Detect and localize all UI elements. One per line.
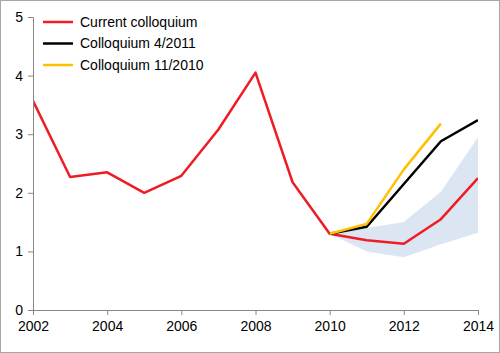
y-tick: 3 — [15, 126, 33, 142]
y-tick: 1 — [15, 243, 33, 259]
x-tick-label: 2010 — [315, 318, 346, 334]
x-tick-mark — [256, 310, 257, 315]
x-tick: 2004 — [92, 310, 123, 334]
legend-label: Current colloquium — [80, 14, 198, 30]
x-tick-label: 2002 — [18, 318, 49, 334]
legend-swatch — [43, 21, 73, 24]
x-tick-label: 2004 — [92, 318, 123, 334]
y-tick-mark — [28, 17, 33, 18]
legend-swatch — [43, 64, 73, 67]
x-tick-label: 2006 — [166, 318, 197, 334]
legend-label: Colloquium 11/2010 — [80, 57, 204, 73]
x-tick: 2008 — [240, 310, 271, 334]
y-tick-label: 4 — [15, 68, 23, 84]
frame — [1, 1, 500, 353]
x-tick-mark — [330, 310, 331, 315]
y-tick-label: 5 — [15, 9, 23, 25]
x-axis-line — [34, 311, 479, 316]
y-tick-mark — [28, 76, 33, 77]
x-tick-label: 2014 — [463, 318, 494, 334]
legend-item: Colloquium 11/2010 — [43, 57, 204, 73]
legend-swatch — [43, 42, 73, 45]
range-band — [330, 137, 478, 257]
y-axis: 0 1 2 3 4 5 — [15, 9, 33, 318]
y-axis-line — [28, 18, 34, 311]
x-tick: 2012 — [389, 310, 420, 334]
y-tick-mark — [28, 134, 33, 135]
x-tick-mark — [404, 310, 405, 315]
y-tick: 2 — [15, 185, 33, 201]
y-tick-mark — [28, 310, 33, 311]
x-tick-label: 2008 — [240, 318, 271, 334]
legend-label: Colloquium 4/2011 — [80, 35, 196, 51]
y-tick: 4 — [15, 68, 33, 84]
legend-item: Current colloquium — [43, 14, 198, 30]
x-tick: 2010 — [315, 310, 346, 334]
x-tick-mark — [478, 310, 479, 315]
x-tick: 2006 — [166, 310, 197, 334]
y-tick-label: 2 — [15, 185, 23, 201]
y-tick-label: 3 — [15, 126, 23, 142]
y-tick-mark — [28, 251, 33, 252]
x-axis: 2002 2004 2006 2008 2010 2012 2014 — [18, 310, 494, 334]
series-line — [330, 124, 441, 234]
x-tick: 2014 — [463, 310, 494, 334]
legend: Current colloquium Colloquium 4/2011 Collo… — [43, 14, 204, 73]
x-tick-mark — [181, 310, 182, 315]
y-tick-label: 0 — [15, 302, 23, 318]
legend-item: Colloquium 4/2011 — [43, 35, 196, 51]
chart: 2002 2004 2006 2008 2010 2012 2014 0 1 2 3 4 5 Curren… — [0, 0, 500, 353]
y-tick: 0 — [15, 302, 33, 318]
x-tick-label: 2012 — [389, 318, 420, 334]
x-tick-mark — [107, 310, 108, 315]
series-line — [330, 120, 478, 234]
plot-area — [33, 73, 478, 258]
y-tick-label: 1 — [15, 243, 23, 259]
y-tick: 5 — [15, 9, 33, 25]
y-tick-mark — [28, 193, 33, 194]
series-line — [33, 73, 478, 244]
